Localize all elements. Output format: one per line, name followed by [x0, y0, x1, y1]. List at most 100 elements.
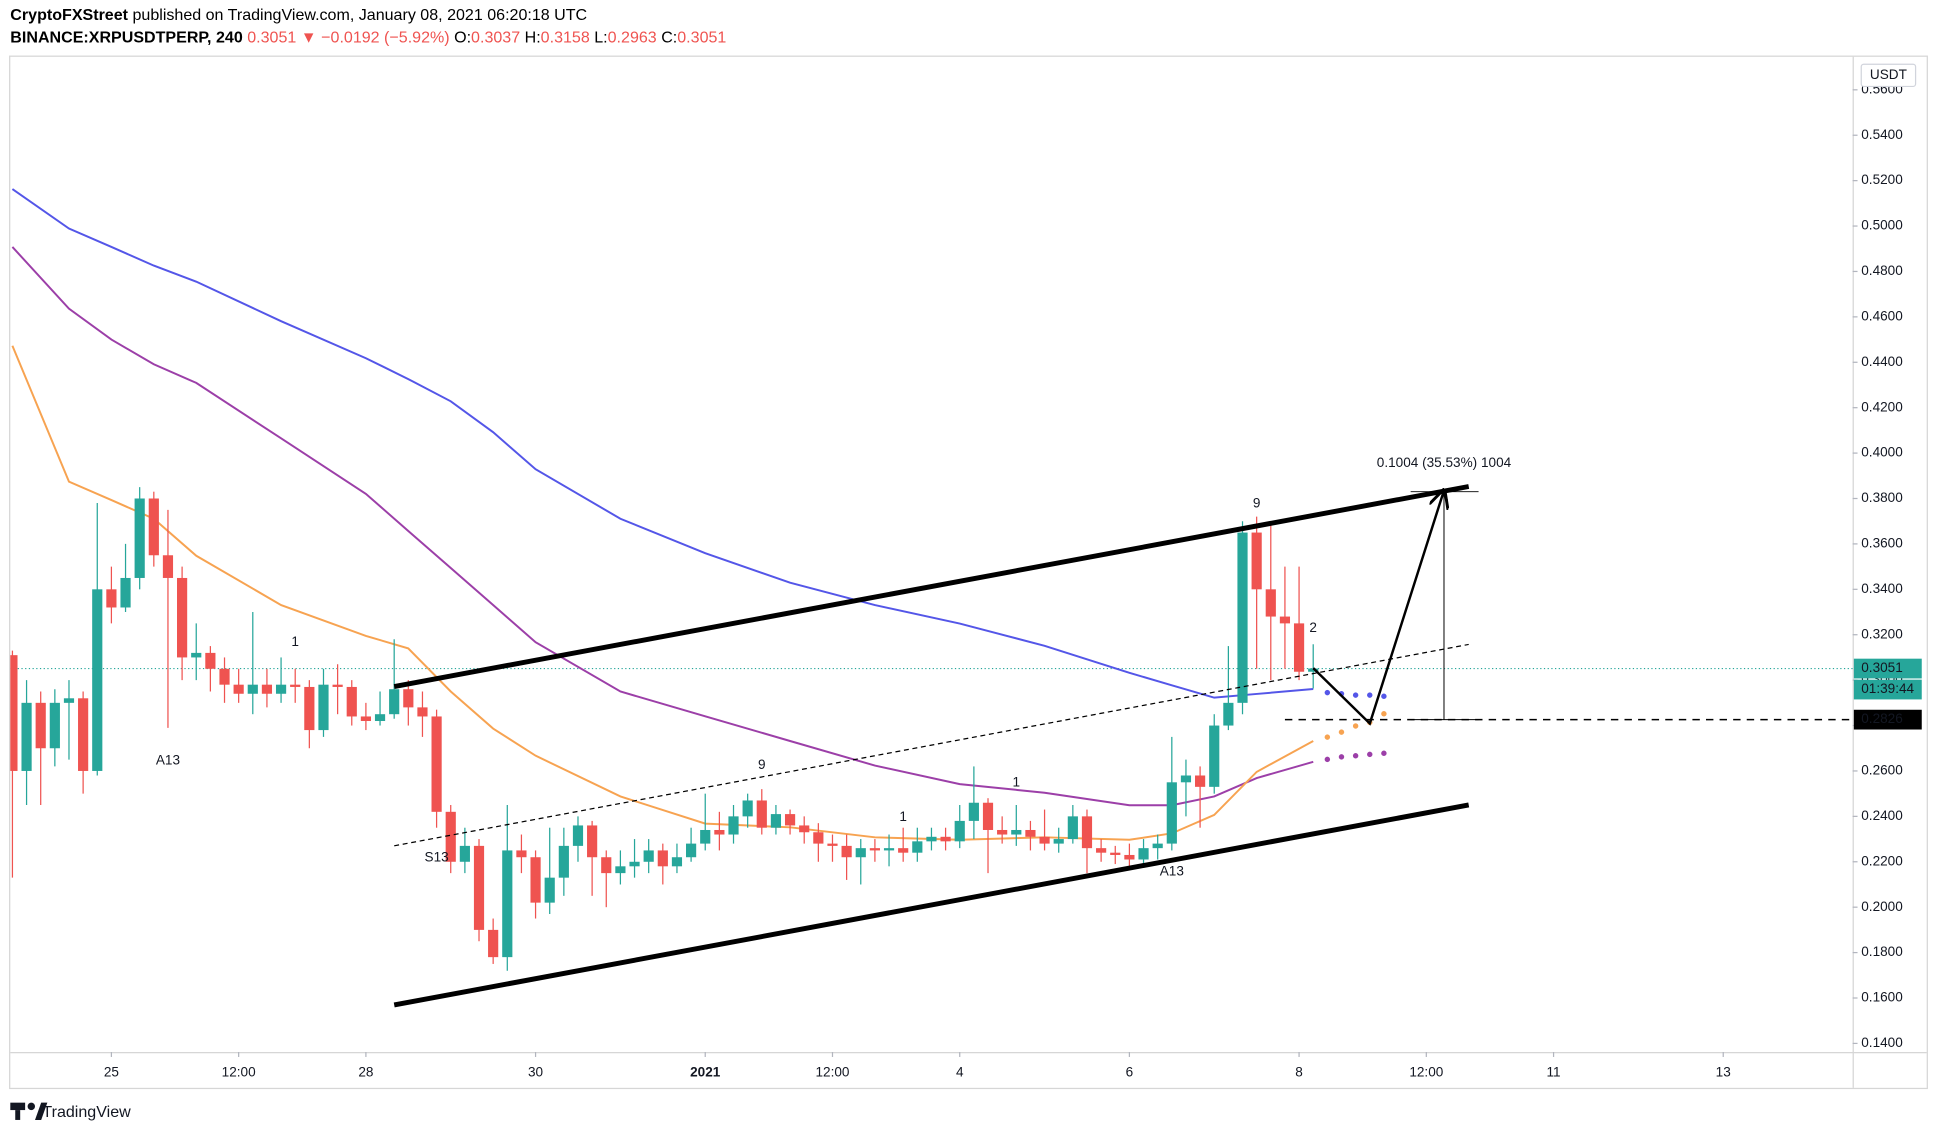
trend-thick: [393, 484, 1470, 689]
x-tick-label: 4: [956, 1065, 964, 1080]
candle-body: [756, 800, 767, 828]
symbol: BINANCE:XRPUSDTPERP, 240: [10, 29, 243, 47]
change: −0.0192 (−5.92%): [321, 29, 449, 47]
footer-brand: TradingView: [42, 1103, 131, 1121]
candle-body: [516, 850, 527, 858]
countdown: 01:39:44: [1861, 681, 1914, 696]
y-tick-label: 0.5400: [1861, 127, 1903, 142]
candle-body: [1138, 848, 1149, 860]
projection-dot: [1324, 756, 1331, 763]
candle-body: [587, 825, 598, 858]
header-line: CryptoFXStreet published on TradingView.…: [10, 6, 587, 24]
candle-body: [1223, 702, 1234, 726]
currency: USDT: [1870, 67, 1907, 82]
candle-body: [558, 845, 569, 878]
ohlc-value: 0.2963: [608, 29, 657, 47]
candle-body: [1265, 589, 1276, 617]
candle-body: [968, 802, 979, 821]
candle-body: [827, 843, 838, 846]
ohlc-value: 0.3158: [541, 29, 590, 47]
y-tick-label: 0.3800: [1861, 490, 1903, 505]
logo-shape: [35, 1102, 48, 1120]
signal-label: A13: [1160, 863, 1184, 878]
candle-body: [855, 848, 866, 858]
candle-body: [389, 689, 400, 715]
candle-body: [473, 845, 485, 930]
candle-body: [360, 716, 371, 722]
currency-box: [1860, 63, 1917, 88]
candle-body: [21, 702, 32, 771]
candle-body: [10, 655, 18, 771]
candle-body: [275, 684, 287, 694]
candle-body: [784, 814, 796, 826]
logo-shape: [15, 1110, 21, 1120]
projection-dot: [1367, 751, 1373, 758]
candle-body: [35, 702, 46, 749]
ohlc-label: L:: [594, 29, 607, 47]
measure-label: 0.1004 (35.53%) 1004: [1377, 455, 1512, 470]
y-tick-label: 0.4200: [1861, 399, 1903, 414]
candle-body: [403, 689, 414, 708]
ohlc-label: O:: [454, 29, 471, 47]
candle-body: [106, 589, 117, 608]
candle-body: [869, 848, 880, 851]
moving-average: [11, 345, 1314, 841]
candle-body: [954, 820, 965, 842]
candle-body: [134, 498, 145, 578]
x-tick-label: 2021: [690, 1065, 721, 1080]
candle-body: [205, 652, 216, 669]
moving-average: [11, 188, 1314, 699]
signal-label: 2: [1309, 620, 1317, 635]
y-tick-label: 0.2200: [1861, 853, 1903, 868]
candle-body: [643, 850, 654, 862]
ohlc-label: C:: [661, 29, 677, 47]
y-tick-label: 0.5200: [1861, 172, 1903, 187]
candle-body: [1180, 775, 1192, 783]
candle-body: [841, 845, 852, 858]
projection-dot: [1352, 723, 1359, 729]
candle-body: [374, 714, 386, 722]
candle-body: [883, 848, 895, 851]
candle-body: [1096, 848, 1107, 853]
y-tick-label: 0.1800: [1861, 944, 1903, 959]
x-tick-label: 25: [104, 1065, 119, 1080]
candle-body: [1152, 843, 1163, 849]
candle-body: [459, 845, 470, 862]
x-tick-label: 8: [1295, 1065, 1303, 1080]
candle-body: [92, 589, 103, 771]
ohlc-label: H:: [525, 29, 541, 47]
projection-dot: [1381, 693, 1387, 699]
last: 0.3051: [247, 29, 296, 47]
candle-body: [332, 684, 343, 687]
plot-area: 0.1004 (35.53%) 1004 A13 1 S13 9 1 1 A13 9 2: [10, 188, 1853, 1008]
footer-logo: TradingView: [10, 1102, 131, 1121]
candle-body: [1025, 829, 1036, 837]
candle-body: [629, 861, 640, 867]
projection-dot: [1381, 750, 1387, 756]
candle-body: [1195, 775, 1206, 787]
candle-body: [431, 716, 442, 812]
x-tick-label: 6: [1126, 1065, 1134, 1080]
candle-body: [219, 668, 230, 685]
y-tick-label: 0.4800: [1861, 263, 1903, 278]
candle-body: [714, 829, 725, 835]
candle-body: [162, 555, 174, 578]
candle-body: [63, 698, 75, 703]
y-tick-label: 0.1400: [1861, 1035, 1903, 1050]
x-tick-label: 12:00: [1409, 1065, 1443, 1080]
candle-body: [1067, 816, 1078, 840]
ohlc-value: 0.3037: [471, 29, 520, 47]
candle-body: [261, 684, 273, 694]
candle-body: [742, 800, 753, 817]
symbol-line: BINANCE:XRPUSDTPERP, 240 0.3051 ▼ −0.019…: [10, 29, 726, 47]
arrow: ▼: [301, 29, 317, 47]
moving-average: [11, 246, 1314, 807]
x-tick-label: 12:00: [815, 1065, 849, 1080]
candle-body: [1308, 668, 1319, 672]
y-tick-label: 0.4000: [1861, 445, 1903, 460]
candle-body: [290, 684, 301, 687]
candle-body: [997, 829, 1008, 835]
trend-thick: [393, 802, 1470, 1008]
candle-body: [148, 498, 159, 556]
signal-label: S13: [425, 850, 449, 865]
